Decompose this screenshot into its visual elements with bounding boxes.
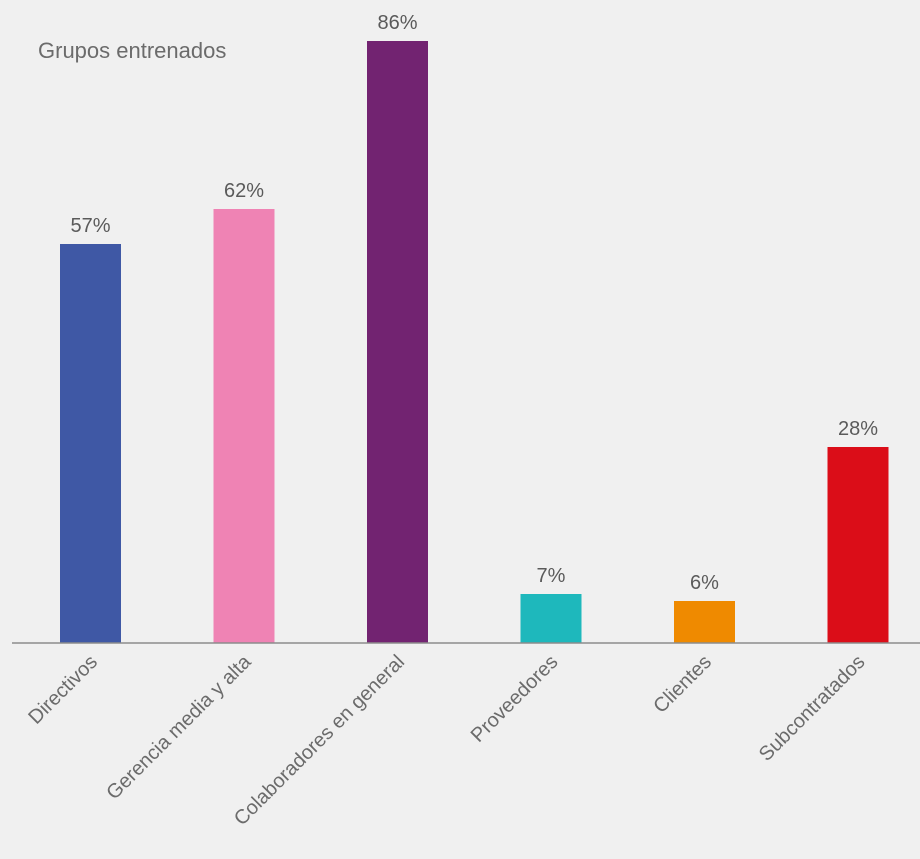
value-label-2: 62% [224, 180, 264, 202]
chart-title: Grupos entrenados [38, 38, 226, 63]
value-label-3: 86% [377, 12, 417, 34]
value-label-6: 28% [838, 418, 878, 440]
x-tick-label-1: Directivos [24, 651, 102, 729]
value-label-4: 7% [537, 565, 566, 587]
value-labels-group: 57% 62% 86% 7% 6% 28% [70, 12, 878, 594]
bar-4 [520, 594, 582, 643]
x-tick-label-3: Colaboradores en general [230, 651, 409, 830]
bar-6 [827, 447, 889, 643]
bar-5 [674, 601, 735, 643]
value-label-5: 6% [690, 572, 719, 594]
x-tick-label-6: Subcontratados [755, 651, 870, 766]
bars-group [60, 41, 889, 643]
x-tick-label-4: Proveedores [467, 651, 563, 747]
x-tick-label-2: Gerencia media y alta [102, 650, 256, 804]
x-tick-label-5: Clientes [649, 651, 716, 718]
value-label-1: 57% [70, 215, 110, 237]
bar-1 [60, 244, 121, 643]
bar-3 [367, 41, 428, 643]
tick-labels-group: Directivos Gerencia media y altaColaborad… [24, 650, 869, 830]
bar-2 [213, 209, 275, 643]
